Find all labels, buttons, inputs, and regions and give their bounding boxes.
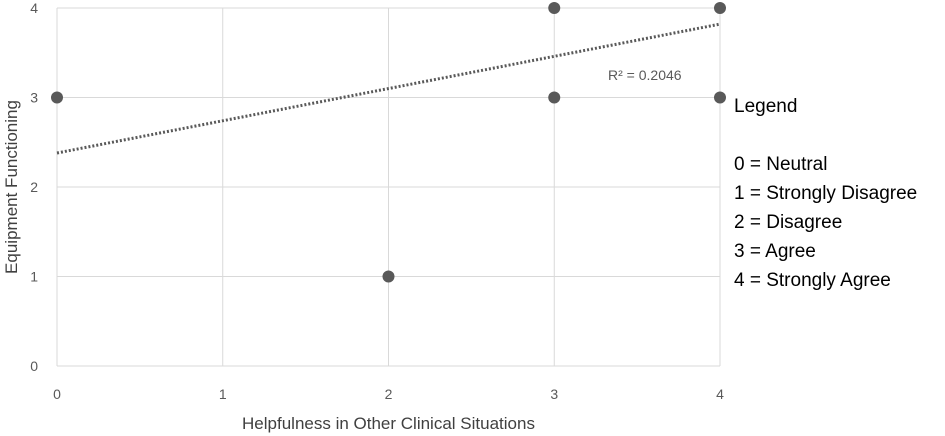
y-axis-title: Equipment Functioning (2, 100, 21, 274)
x-tick-label: 4 (716, 386, 724, 402)
x-tick-label: 3 (550, 386, 558, 402)
x-axis-title: Helpfulness in Other Clinical Situations (242, 414, 535, 433)
data-point (548, 2, 561, 14)
legend-title: Legend (734, 96, 798, 117)
legend: Legend 0 = Neutral 1 = Strongly Disagree… (734, 92, 917, 295)
data-point (548, 91, 561, 104)
trendline (56, 22, 721, 155)
legend-item: 1 = Strongly Disagree (734, 183, 918, 204)
legend-item: 4 = Strongly Agree (734, 270, 891, 291)
grid-lines (56, 7, 721, 367)
y-tick-label: 4 (30, 0, 38, 16)
x-tick-label: 2 (385, 386, 393, 402)
data-point (714, 2, 726, 14)
data-point (714, 91, 726, 104)
legend-item: 0 = Neutral (734, 154, 828, 175)
x-tick-label: 1 (219, 386, 227, 402)
data-point (382, 270, 395, 283)
y-tick-label: 1 (30, 269, 38, 285)
r-squared-label: R² = 0.2046 (608, 67, 682, 83)
y-tick-label: 2 (30, 179, 38, 195)
x-tick-label: 0 (53, 386, 61, 402)
y-tick-label: 0 (30, 358, 38, 374)
legend-item: 3 = Agree (734, 241, 816, 262)
data-point (51, 91, 63, 104)
data-points (51, 2, 726, 283)
y-tick-label: 3 (30, 90, 38, 106)
tick-labels: 0 1 2 3 4 0 1 2 3 4 (30, 0, 724, 402)
legend-item: 2 = Disagree (734, 212, 843, 233)
